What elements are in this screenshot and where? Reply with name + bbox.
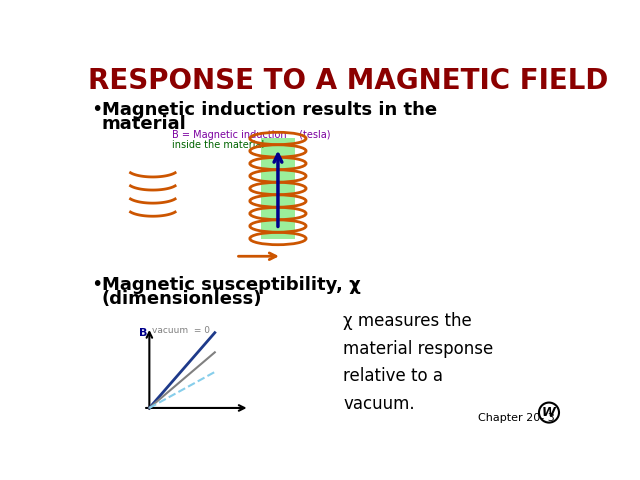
Text: RESPONSE TO A MAGNETIC FIELD: RESPONSE TO A MAGNETIC FIELD xyxy=(88,67,608,95)
Text: B: B xyxy=(140,328,148,338)
Text: material: material xyxy=(102,115,186,133)
Text: •: • xyxy=(91,275,102,294)
Text: Magnetic induction results in the: Magnetic induction results in the xyxy=(102,101,436,119)
Text: Chapter 20- 3: Chapter 20- 3 xyxy=(478,413,555,423)
Text: (dimensionless): (dimensionless) xyxy=(102,289,262,308)
Text: B = Magnetic induction    (tesla): B = Magnetic induction (tesla) xyxy=(172,130,331,140)
Text: χ measures the
material response
relative to a
vacuum.: χ measures the material response relativ… xyxy=(344,312,493,413)
Text: Magnetic susceptibility, χ: Magnetic susceptibility, χ xyxy=(102,276,360,294)
Text: vacuum  = 0: vacuum = 0 xyxy=(152,325,211,335)
Text: •: • xyxy=(91,100,102,120)
Text: inside the material: inside the material xyxy=(172,140,265,150)
Bar xyxy=(260,138,295,239)
Text: W: W xyxy=(542,406,556,419)
